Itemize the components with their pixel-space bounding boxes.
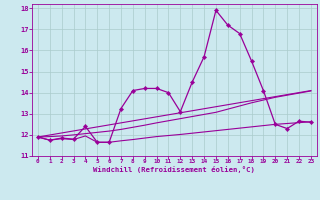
X-axis label: Windchill (Refroidissement éolien,°C): Windchill (Refroidissement éolien,°C): [93, 166, 255, 173]
